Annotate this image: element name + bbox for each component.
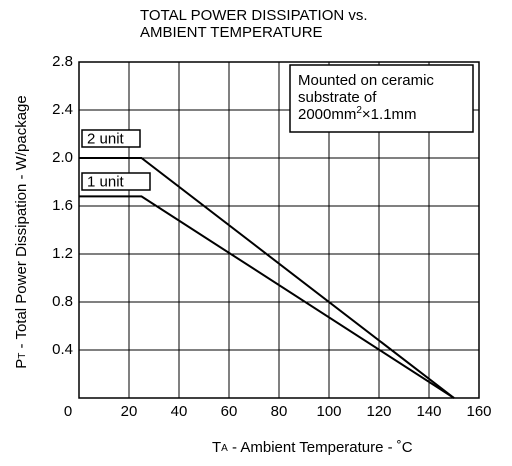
- annotation: 2000mm2×1.1mm: [298, 105, 417, 123]
- y-tick-label: 1.6: [52, 197, 73, 214]
- x-axis-label: TA - Ambient Temperature - ˚C: [212, 439, 413, 456]
- series-label-box: [81, 129, 141, 148]
- y-axis-label: PT - Total Power Dissipation - W/package: [13, 95, 30, 368]
- y-tick-label: 2.8: [52, 53, 73, 70]
- y-tick-label: 0.4: [52, 341, 73, 358]
- chart-title: TOTAL POWER DISSIPATION vs.: [140, 7, 368, 24]
- x-tick-label: 160: [466, 403, 491, 420]
- y-tick-label: 0.8: [52, 293, 73, 310]
- chart-title: AMBIENT TEMPERATURE: [140, 24, 323, 41]
- plot-frame: [78, 61, 480, 399]
- x-tick-label: 100: [316, 403, 341, 420]
- series-label: 1 unit: [87, 173, 125, 190]
- annotation: 2000mm: [298, 106, 356, 123]
- x-tick-label: 40: [171, 403, 188, 420]
- series-label: 2 unit: [87, 130, 125, 147]
- x-tick-label: 60: [221, 403, 238, 420]
- annotation-box: [289, 64, 474, 133]
- y-tick-label: 2.0: [52, 149, 73, 166]
- series-line: [79, 195, 455, 399]
- series-line: [79, 157, 455, 399]
- x-tick-label: 80: [271, 403, 288, 420]
- annotation: ×1.1mm: [362, 106, 417, 123]
- x-tick-label: 120: [366, 403, 391, 420]
- x-tick-label: 0: [64, 403, 72, 420]
- x-tick-label: 140: [416, 403, 441, 420]
- annotation: 2: [356, 105, 362, 116]
- series-label-box: [81, 172, 151, 191]
- y-tick-label: 1.2: [52, 245, 73, 262]
- y-tick-label: 2.4: [52, 101, 73, 118]
- annotation: substrate of: [298, 89, 377, 106]
- annotation: Mounted on ceramic: [298, 72, 434, 89]
- x-tick-label: 20: [121, 403, 138, 420]
